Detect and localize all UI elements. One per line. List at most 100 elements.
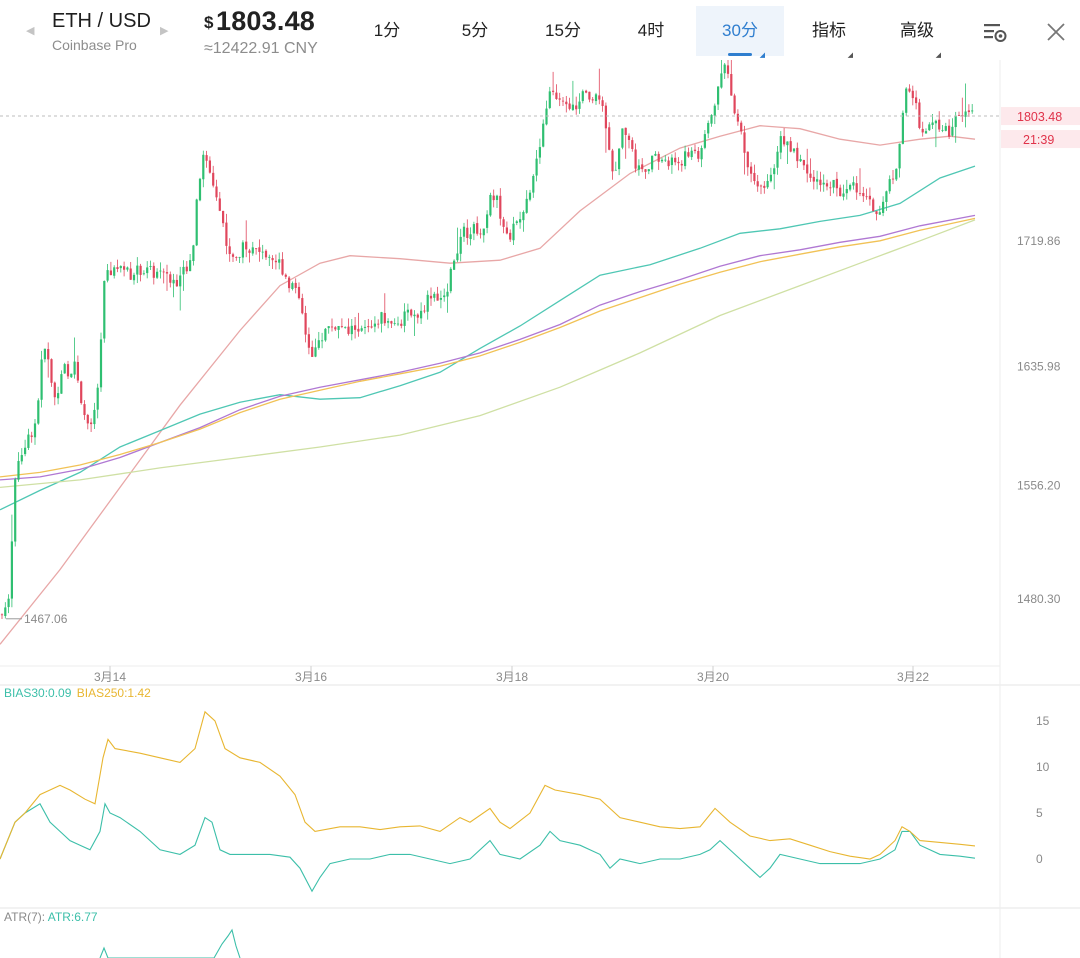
candle-body bbox=[505, 227, 508, 234]
candle-body bbox=[255, 248, 258, 250]
last-price: 1803.48 bbox=[216, 6, 315, 36]
candle-body bbox=[73, 361, 76, 375]
tab-1min[interactable]: 1分 bbox=[352, 6, 422, 56]
bias30-label: BIAS30:0.09 bbox=[4, 686, 72, 700]
last-price-tag-text: 1803.48 bbox=[1017, 110, 1062, 124]
candle-body bbox=[829, 187, 832, 189]
candle-body bbox=[17, 460, 20, 480]
chart-header: ◀ ETH / USD Coinbase Pro ▶ $ 1803.48 ≈12… bbox=[0, 0, 1080, 64]
candle-body bbox=[601, 100, 604, 106]
candle-body bbox=[469, 234, 472, 240]
candle-body bbox=[380, 312, 383, 324]
candle-body bbox=[152, 265, 155, 278]
candle-body bbox=[179, 275, 182, 287]
candle-body bbox=[763, 185, 766, 188]
candle-body bbox=[618, 148, 621, 170]
candle-body bbox=[264, 250, 268, 258]
candle-body bbox=[637, 165, 640, 170]
bias-tick-label: 15 bbox=[1036, 714, 1050, 728]
candle-body bbox=[126, 267, 129, 270]
price-chart[interactable]: 1846.771467.06 1480.30 1556.20 1635.98 1719… bbox=[0, 60, 1080, 958]
candle-body bbox=[509, 232, 512, 240]
candle-body bbox=[0, 614, 4, 616]
candle-body bbox=[334, 327, 337, 330]
candle-body bbox=[594, 94, 598, 102]
candle-body bbox=[875, 211, 878, 215]
candle-body bbox=[746, 151, 749, 168]
candle-body bbox=[330, 326, 334, 328]
candle-body bbox=[684, 151, 687, 167]
candle-body bbox=[878, 212, 881, 215]
candle-body bbox=[519, 219, 522, 223]
candle-body bbox=[898, 143, 901, 169]
candle-body bbox=[7, 598, 10, 608]
candle-body bbox=[941, 129, 944, 131]
candle-body bbox=[304, 312, 307, 335]
candle-body bbox=[482, 228, 485, 236]
pair-title[interactable]: ETH / USD bbox=[52, 10, 151, 32]
candle-body bbox=[241, 242, 244, 258]
tab-4h[interactable]: 4时 bbox=[616, 6, 686, 56]
candle-body bbox=[103, 280, 106, 339]
candle-body bbox=[552, 90, 555, 92]
prev-pair-icon[interactable]: ◀ bbox=[26, 25, 35, 37]
candle-body bbox=[281, 259, 284, 275]
next-pair-icon[interactable]: ▶ bbox=[160, 25, 169, 37]
candle-body bbox=[218, 198, 221, 211]
close-icon[interactable] bbox=[1044, 20, 1068, 44]
tab-indicators[interactable]: 指标 ◢ bbox=[798, 6, 860, 59]
candle-body bbox=[433, 293, 436, 298]
candle-body bbox=[288, 277, 291, 289]
candle-body bbox=[231, 254, 235, 257]
candle-body bbox=[396, 323, 400, 325]
candle-body bbox=[677, 161, 680, 164]
candle-body bbox=[30, 435, 33, 437]
candle-body bbox=[967, 110, 970, 113]
candle-body bbox=[773, 168, 776, 175]
candle-body bbox=[367, 326, 370, 328]
candle-body bbox=[40, 359, 43, 400]
candle-body bbox=[268, 256, 271, 258]
tab-advanced[interactable]: 高级 ◢ bbox=[886, 6, 948, 59]
candle-body bbox=[185, 266, 188, 272]
candle-body bbox=[654, 153, 657, 156]
candle-body bbox=[165, 272, 169, 274]
candle-body bbox=[644, 169, 647, 172]
candle-body bbox=[532, 175, 535, 193]
candle-body bbox=[47, 349, 50, 360]
candle-body bbox=[740, 122, 743, 132]
atr-name-label: ATR(7): bbox=[4, 910, 46, 924]
chart-settings-icon[interactable] bbox=[982, 19, 1008, 45]
tab-label-wrap: 高级 ◢ bbox=[900, 21, 941, 59]
candle-body bbox=[212, 172, 215, 186]
candle-body bbox=[647, 169, 650, 172]
candle-body bbox=[136, 265, 139, 275]
candle-body bbox=[651, 155, 654, 170]
candle-body bbox=[674, 157, 677, 163]
candle-body bbox=[528, 192, 532, 200]
candle-body bbox=[558, 98, 561, 100]
candle-body bbox=[690, 150, 693, 158]
candle-body bbox=[717, 86, 720, 105]
candle-body bbox=[835, 178, 838, 189]
candle-body bbox=[703, 134, 706, 148]
ma-line-ma-pink bbox=[0, 125, 976, 645]
tab-5min[interactable]: 5分 bbox=[440, 6, 510, 56]
candle-body bbox=[486, 214, 489, 228]
candle-body bbox=[522, 212, 525, 221]
candle-body bbox=[225, 222, 228, 246]
ma-line-ma-teal bbox=[0, 165, 976, 511]
candle-body bbox=[354, 325, 357, 330]
candle-body bbox=[70, 373, 73, 378]
tab-15min[interactable]: 15分 bbox=[525, 6, 601, 56]
candle-body bbox=[845, 189, 848, 194]
tab-30min[interactable]: 30分 ◢ bbox=[696, 6, 784, 59]
candle-body bbox=[472, 224, 475, 234]
candle-body bbox=[27, 434, 30, 448]
dropdown-corner-icon: ◢ bbox=[847, 52, 853, 59]
candle-body bbox=[849, 184, 852, 190]
candle-body bbox=[175, 279, 178, 287]
candle-body bbox=[713, 105, 716, 116]
candle-body bbox=[363, 326, 367, 328]
candle-body bbox=[865, 196, 868, 198]
